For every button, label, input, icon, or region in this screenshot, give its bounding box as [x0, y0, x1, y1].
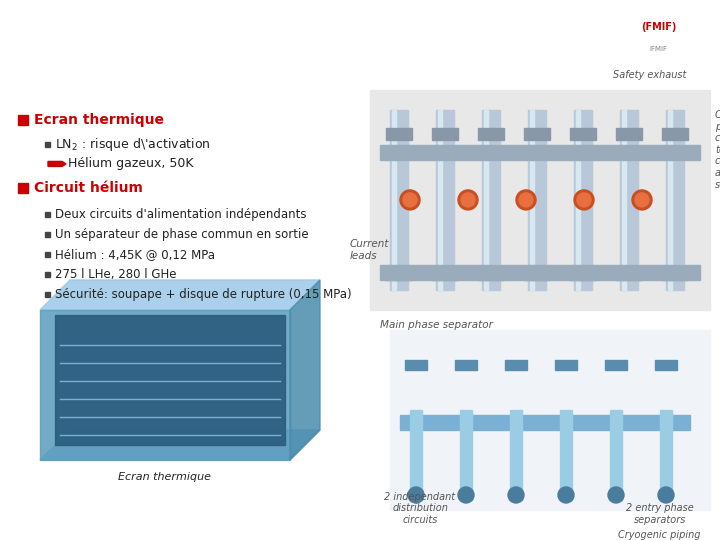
- Text: 275 l LHe, 280 l GHe: 275 l LHe, 280 l GHe: [55, 268, 176, 281]
- Bar: [668, 110, 672, 290]
- Text: Un séparateur de phase commun en sortie: Un séparateur de phase commun en sortie: [55, 228, 309, 241]
- Bar: [560, 410, 572, 500]
- Bar: [370, 90, 710, 310]
- Text: LN$_2$ : risque d\'activation: LN$_2$ : risque d\'activation: [55, 136, 211, 153]
- Text: Sécurité: soupape + disque de rupture (0,15 MPa): Sécurité: soupape + disque de rupture (0…: [55, 288, 351, 301]
- Bar: [392, 110, 396, 290]
- Circle shape: [519, 193, 533, 207]
- Text: Current
leads: Current leads: [350, 239, 390, 261]
- Bar: [666, 110, 684, 290]
- Bar: [616, 128, 642, 140]
- Text: 2 entry phase
separators: 2 entry phase separators: [626, 503, 694, 525]
- Circle shape: [508, 487, 524, 503]
- Bar: [45, 232, 50, 237]
- Text: IFMIF: IFMIF: [649, 46, 668, 52]
- Bar: [478, 270, 504, 280]
- Bar: [386, 128, 412, 140]
- Bar: [530, 110, 534, 290]
- Bar: [662, 128, 688, 140]
- Bar: [45, 142, 50, 147]
- Bar: [622, 110, 626, 290]
- Circle shape: [632, 190, 652, 210]
- Circle shape: [408, 487, 424, 503]
- Bar: [18, 183, 28, 193]
- Circle shape: [574, 190, 594, 210]
- Text: cea: cea: [14, 28, 63, 52]
- Bar: [510, 410, 522, 500]
- Bar: [524, 270, 550, 280]
- Circle shape: [577, 193, 591, 207]
- Bar: [478, 128, 504, 140]
- Circle shape: [458, 487, 474, 503]
- Text: Main phase separator: Main phase separator: [380, 320, 493, 330]
- Polygon shape: [40, 310, 290, 460]
- Bar: [400, 415, 690, 430]
- Circle shape: [558, 487, 574, 503]
- Text: (FMIF): (FMIF): [641, 22, 677, 32]
- Bar: [390, 110, 408, 290]
- Bar: [555, 360, 577, 370]
- Text: Safety exhaust: Safety exhaust: [613, 70, 687, 80]
- Bar: [386, 270, 412, 280]
- Bar: [436, 110, 454, 290]
- Bar: [45, 252, 50, 257]
- Polygon shape: [290, 280, 320, 460]
- Circle shape: [458, 190, 478, 210]
- Bar: [482, 110, 500, 290]
- Bar: [655, 360, 677, 370]
- Text: 2 independant
distribution
circuits: 2 independant distribution circuits: [384, 492, 456, 525]
- Bar: [660, 410, 672, 500]
- Bar: [662, 270, 688, 280]
- Circle shape: [400, 190, 420, 210]
- Bar: [524, 128, 550, 140]
- Bar: [432, 270, 458, 280]
- Bar: [410, 410, 422, 500]
- Text: Hélium gazeux, 50K: Hélium gazeux, 50K: [68, 158, 194, 171]
- Bar: [45, 272, 50, 277]
- Polygon shape: [55, 315, 285, 445]
- Bar: [438, 110, 442, 290]
- Bar: [620, 110, 638, 290]
- Bar: [390, 330, 710, 510]
- Text: Circuit hélium: Circuit hélium: [34, 181, 143, 195]
- Bar: [570, 270, 596, 280]
- Polygon shape: [40, 430, 320, 460]
- Circle shape: [658, 487, 674, 503]
- Circle shape: [403, 193, 417, 207]
- Bar: [45, 212, 50, 217]
- Bar: [574, 110, 592, 290]
- Bar: [484, 110, 488, 290]
- Bar: [432, 128, 458, 140]
- Bar: [570, 128, 596, 140]
- Text: Deux circuits d'alimentation indépendants: Deux circuits d'alimentation indépendant…: [55, 208, 307, 221]
- Bar: [18, 115, 28, 125]
- Circle shape: [516, 190, 536, 210]
- Bar: [528, 110, 546, 290]
- Text: Ecran thermique: Ecran thermique: [119, 472, 212, 482]
- Circle shape: [608, 487, 624, 503]
- Bar: [380, 265, 700, 280]
- Bar: [405, 360, 427, 370]
- Bar: [45, 292, 50, 297]
- Bar: [605, 360, 627, 370]
- Bar: [616, 270, 642, 280]
- Text: Ecran thermique: Ecran thermique: [34, 113, 164, 127]
- FancyArrow shape: [48, 161, 66, 166]
- Bar: [610, 410, 622, 500]
- Bar: [455, 360, 477, 370]
- Text: Cryogenic piping connected to cavities and solenoids: Cryogenic piping connected to cavities a…: [715, 110, 720, 190]
- Text: CIRCUIT CRYOGÉNIQUE: CIRCUIT CRYOGÉNIQUE: [217, 29, 503, 52]
- Bar: [460, 410, 472, 500]
- Circle shape: [635, 193, 649, 207]
- Text: Cryogenic piping: Cryogenic piping: [618, 530, 700, 540]
- Text: Hélium : 4,45K @ 0,12 MPa: Hélium : 4,45K @ 0,12 MPa: [55, 248, 215, 261]
- Bar: [505, 360, 527, 370]
- Polygon shape: [40, 280, 320, 310]
- Circle shape: [461, 193, 475, 207]
- Bar: [576, 110, 580, 290]
- Bar: [380, 145, 700, 160]
